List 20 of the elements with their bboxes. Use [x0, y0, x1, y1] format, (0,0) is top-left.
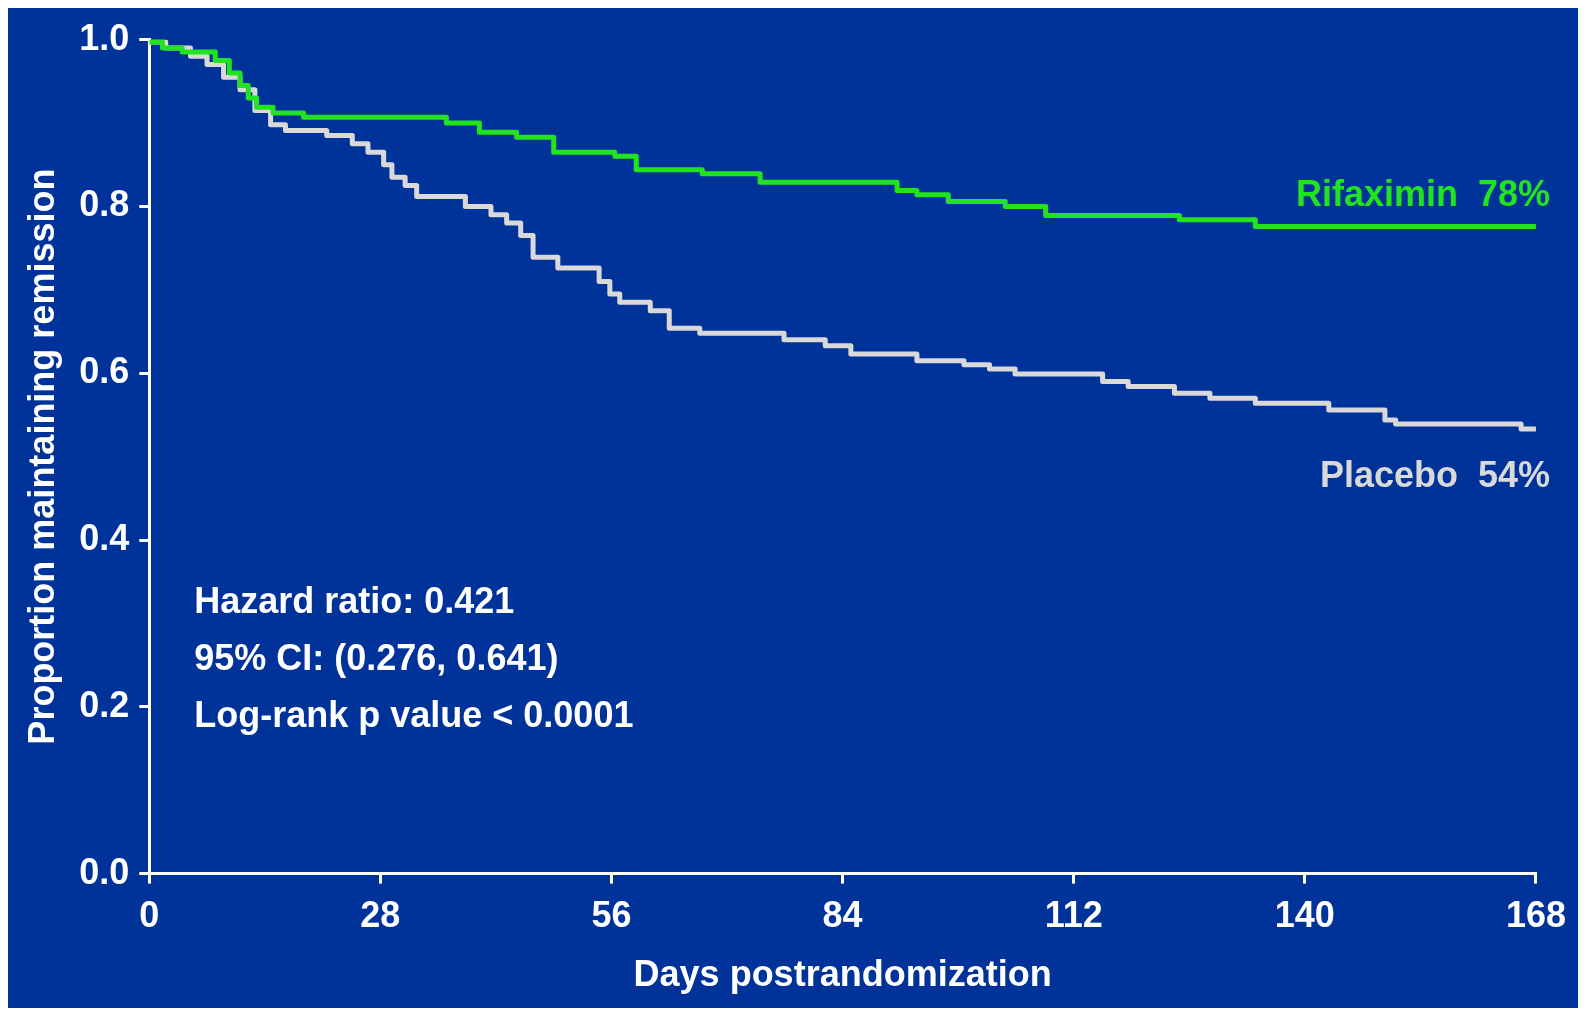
annotation: 95% CI: (0.276, 0.641) — [194, 637, 559, 679]
annotation: Log-rank p value < 0.0001 — [194, 694, 634, 736]
series-label: Placebo 54% — [1319, 454, 1550, 496]
y-tick-label: 0.8 — [79, 183, 130, 225]
x-tick-label: 112 — [1044, 894, 1103, 936]
y-tick-label: 0.2 — [79, 683, 130, 725]
x-tick-label: 28 — [360, 894, 401, 936]
x-tick-label: 168 — [1505, 894, 1567, 936]
y-axis-title: Proportion maintaining remission — [20, 168, 62, 745]
x-tick-label: 0 — [139, 894, 160, 936]
y-tick-label: 0.6 — [79, 350, 130, 392]
series-label: Rifaximin 78% — [1295, 173, 1550, 215]
x-tick-label: 56 — [591, 894, 632, 936]
x-tick-label: 84 — [822, 894, 863, 936]
x-axis-title: Days postrandomization — [633, 953, 1052, 995]
y-tick-label: 0.0 — [79, 850, 130, 892]
x-tick-label: 140 — [1274, 894, 1335, 936]
annotation: Hazard ratio: 0.421 — [194, 580, 515, 622]
y-tick-label: 1.0 — [79, 16, 130, 58]
y-tick-label: 0.4 — [79, 516, 130, 558]
